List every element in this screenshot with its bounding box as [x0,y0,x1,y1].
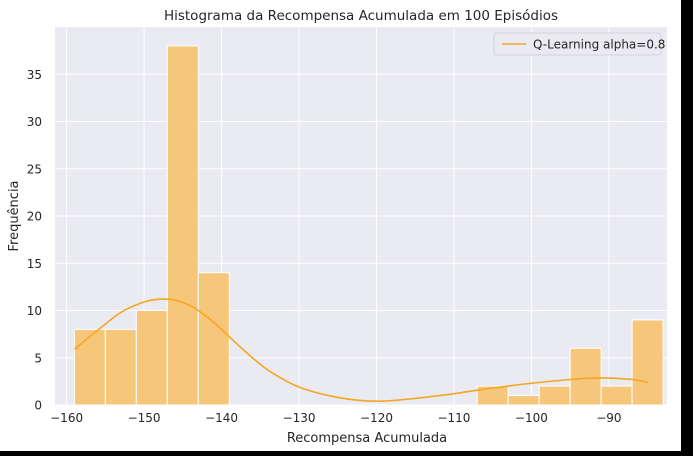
x-tick-label: −130 [283,411,316,425]
histogram-bar [135,310,168,406]
x-tick-label: −110 [437,411,470,425]
histogram-bars [73,45,664,406]
legend-box [493,32,662,56]
chart-title: Histograma da Recompensa Acumulada em 10… [164,8,558,24]
histogram-bar [73,328,106,406]
x-tick-label: −90 [596,411,621,425]
x-tick-label: −120 [360,411,393,425]
legend: Q-Learning alpha=0.8 [493,32,665,56]
legend-label: Q-Learning alpha=0.8 [533,38,665,52]
y-tick-label: 25 [27,162,42,176]
histogram-bar [507,395,540,406]
histogram-bar [631,319,664,406]
y-tick-label: 20 [27,210,42,224]
grid [55,27,667,406]
kde-curve [73,298,648,403]
x-axis-label: Recompensa Acumulada [287,431,447,446]
y-tick-label: 0 [34,399,42,413]
histogram-bar [538,385,571,406]
histogram-bar [197,272,230,406]
x-tick-label: −150 [128,411,161,425]
x-tick-label: −160 [50,411,83,425]
y-axis-label: Frequência [7,180,22,251]
window-edge [0,451,693,456]
y-tick-label: 35 [27,68,42,82]
y-tick-label: 10 [27,304,42,318]
window-edge [681,0,693,456]
histogram-bar [104,328,137,406]
x-axis-ticks: −160 −150 −140 −130 −120 −110 −100 −90 [50,411,621,425]
histogram-bar [600,385,633,406]
y-tick-label: 15 [27,257,42,271]
y-axis-ticks: 0 5 10 15 20 25 30 35 [27,68,42,413]
y-tick-label: 5 [34,351,42,365]
y-tick-label: 30 [27,115,42,129]
histogram-bar [166,45,199,406]
x-tick-label: −100 [515,411,548,425]
x-tick-label: −140 [205,411,238,425]
histogram-bar [569,347,602,406]
